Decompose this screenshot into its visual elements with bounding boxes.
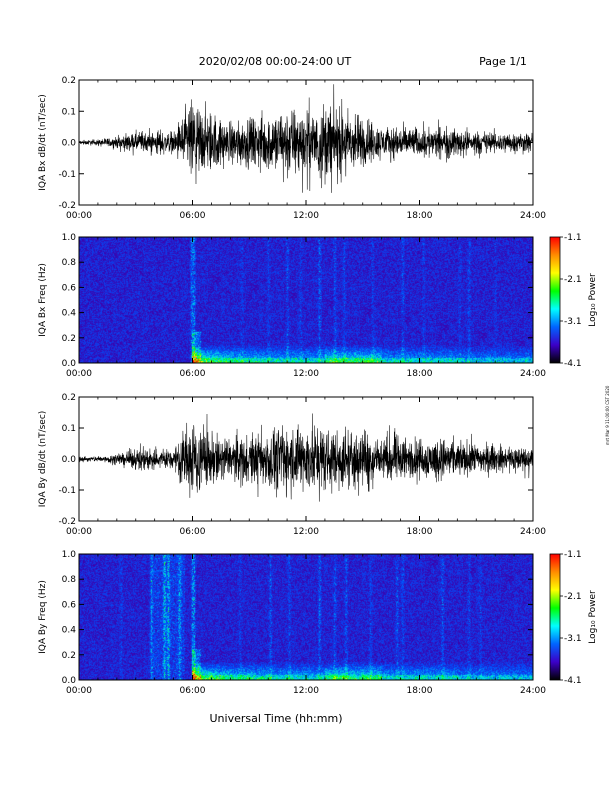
x-tick-label: 06:00 <box>180 369 206 379</box>
y-tick-label: 0.6 <box>62 283 77 293</box>
x-tick-label: 18:00 <box>407 686 433 696</box>
colorbar-tick-label: -2.1 <box>564 592 582 602</box>
y-tick-label: 0.2 <box>62 651 76 661</box>
x-tick-label: 06:00 <box>180 211 206 221</box>
y-tick-label: 0.6 <box>62 600 77 610</box>
y-tick-label: 0.4 <box>62 309 77 319</box>
colorbar <box>549 553 561 681</box>
x-tick-label: 24:00 <box>520 686 546 696</box>
y-tick-label: 0.1 <box>62 107 76 117</box>
colorbar-label: Log₁₀ Power <box>588 590 598 644</box>
side-note: mrt Mar 9 11:00:00 CST 2020 <box>605 385 610 445</box>
y-axis-label: IQA By dB/dt (nT/sec) <box>38 411 48 508</box>
y-tick-label: 0.2 <box>62 334 76 344</box>
colorbar-label: Log₁₀ Power <box>588 273 598 327</box>
series-line <box>79 413 533 502</box>
x-tick-label: 24:00 <box>520 211 546 221</box>
colorbar-tick-label: -3.1 <box>564 634 582 644</box>
y-tick-label: 0.8 <box>62 258 77 268</box>
x-tick-label: 12:00 <box>293 527 319 537</box>
x-tick-label: 06:00 <box>180 686 206 696</box>
x-tick-label: 12:00 <box>293 686 319 696</box>
y-axis-label: IQA Bx Freq (Hz) <box>38 263 48 337</box>
y-tick-label: 0.2 <box>62 76 76 86</box>
y-tick-label: -0.1 <box>58 170 76 180</box>
footer-xlabel: Universal Time (hh:mm) <box>210 712 343 725</box>
colorbar-tick-label: -1.1 <box>564 550 582 560</box>
y-tick-label: 0.0 <box>62 676 77 686</box>
y-tick-label: 0.1 <box>62 424 76 434</box>
y-tick-label: 0.0 <box>62 455 77 465</box>
y-tick-label: 0.0 <box>62 359 77 369</box>
x-tick-label: 18:00 <box>407 211 433 221</box>
y-tick-label: 1.0 <box>62 233 77 243</box>
y-tick-label: -0.1 <box>58 486 76 496</box>
panels: IQA Bx dB/dt (nT/sec) 00:00 06:00 12:00 18:0… <box>38 76 598 696</box>
plot-frame <box>78 396 534 522</box>
colorbar-tick-label: -4.1 <box>564 676 582 686</box>
spectrogram <box>79 237 533 363</box>
colorbar-tick-label: -4.1 <box>564 359 582 369</box>
y-tick-label: 0.4 <box>62 626 77 636</box>
x-tick-label: 18:00 <box>407 369 433 379</box>
x-tick-label: 24:00 <box>520 527 546 537</box>
plot-frame <box>78 553 534 681</box>
y-tick-label: 0.8 <box>62 575 77 585</box>
y-tick-label: 0.2 <box>62 393 76 403</box>
colorbar-tick-label: -1.1 <box>564 233 582 243</box>
x-tick-label: 24:00 <box>520 369 546 379</box>
y-tick-label: 1.0 <box>62 550 77 560</box>
x-tick-label: 00:00 <box>66 527 92 537</box>
series-line <box>79 84 533 193</box>
x-tick-label: 00:00 <box>66 211 92 221</box>
x-tick-label: 12:00 <box>293 211 319 221</box>
x-tick-label: 06:00 <box>180 527 206 537</box>
x-tick-label: 00:00 <box>66 686 92 696</box>
colorbar-tick-label: -3.1 <box>564 317 582 327</box>
plot-frame <box>78 79 534 206</box>
y-axis-label: IQA By Freq (Hz) <box>38 580 48 654</box>
colorbar <box>549 236 561 364</box>
spectrogram <box>79 554 533 680</box>
colorbar-tick-label: -2.1 <box>564 275 582 285</box>
header-page: Page 1/1 <box>479 55 527 68</box>
y-tick-label: -0.2 <box>58 201 76 211</box>
y-tick-label: 0.0 <box>62 139 77 149</box>
plot-frame <box>78 236 534 364</box>
y-tick-label: -0.2 <box>58 517 76 527</box>
x-tick-label: 12:00 <box>293 369 319 379</box>
header-date-range: 2020/02/08 00:00-24:00 UT <box>199 55 352 68</box>
x-tick-label: 18:00 <box>407 527 433 537</box>
y-axis-label: IQA Bx dB/dt (nT/sec) <box>38 94 48 191</box>
x-tick-label: 00:00 <box>66 369 92 379</box>
